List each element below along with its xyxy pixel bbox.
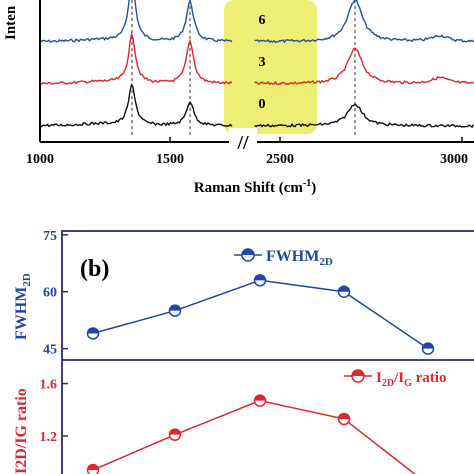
fwhm-ratio-panel: (b) 45 60 75 1.2 1.6 FWHM2D I2D/IG ratio FW… xyxy=(13,229,474,474)
ratio-legend: I2D/IG ratio xyxy=(344,369,446,389)
ratio-point xyxy=(337,412,351,426)
ratio-y-tick-label: 1.6 xyxy=(40,378,58,393)
raman-spectra-panel: 6 3 0 1000 1500 2500 3000 // Inten Raman Shif… xyxy=(3,0,474,196)
ratio-axis-label: I2D/IG ratio xyxy=(13,388,30,474)
spectrum-line-6 xyxy=(39,0,474,44)
axis-break-gap xyxy=(229,128,257,148)
ratio-point xyxy=(253,394,267,407)
x-axis-label: Raman Shift (cm-1) xyxy=(194,178,317,196)
svg-text:I2D/IG ratio: I2D/IG ratio xyxy=(376,370,446,389)
fwhm-legend: FWHM2D xyxy=(234,248,333,268)
spectrum-line-3 xyxy=(39,31,474,86)
ratio-point xyxy=(86,463,100,474)
fwhm-line xyxy=(92,279,429,350)
axis-break-mark: // xyxy=(236,132,249,154)
panel-label-b: (b) xyxy=(80,256,109,282)
top-x-tick-label: 1500 xyxy=(156,152,184,167)
top-x-tick-label: 1000 xyxy=(26,152,54,167)
y-axis-label-top: Inten xyxy=(3,5,19,40)
fwhm-axis-label: FWHM2D xyxy=(13,273,33,340)
fwhm-point xyxy=(421,342,435,355)
ratio-y-tick-label: 1.2 xyxy=(40,430,58,445)
highlight-region xyxy=(224,0,317,134)
top-x-tick-label: 3000 xyxy=(440,152,468,167)
series-label-6: 6 xyxy=(259,13,266,28)
svg-text:FWHM2D: FWHM2D xyxy=(266,248,333,268)
fwhm-y-tick-label: 60 xyxy=(43,286,57,301)
fwhm-y-tick-label: 45 xyxy=(43,343,57,358)
series-label-3: 3 xyxy=(259,55,266,70)
bottom-frame xyxy=(61,230,474,474)
top-x-tick-label: 2500 xyxy=(266,152,294,167)
spectra-lines xyxy=(39,0,474,129)
fwhm-y-tick-label: 75 xyxy=(43,229,57,244)
top-x-ticks: 1000 1500 2500 3000 xyxy=(26,137,468,167)
fwhm-subplot: 45 60 75 xyxy=(43,229,435,358)
ratio-line xyxy=(92,399,416,474)
fwhm-point xyxy=(86,327,100,340)
series-labels: 6 3 0 xyxy=(259,13,266,112)
fwhm-point xyxy=(253,274,267,287)
series-label-0: 0 xyxy=(259,97,266,112)
spectrum-line-0 xyxy=(39,83,474,129)
ratio-point xyxy=(168,428,182,441)
fwhm-point xyxy=(168,304,182,317)
fwhm-point xyxy=(337,285,351,298)
ratio-subplot: 1.2 1.6 xyxy=(40,378,416,474)
peak-guide-lines xyxy=(131,0,356,138)
